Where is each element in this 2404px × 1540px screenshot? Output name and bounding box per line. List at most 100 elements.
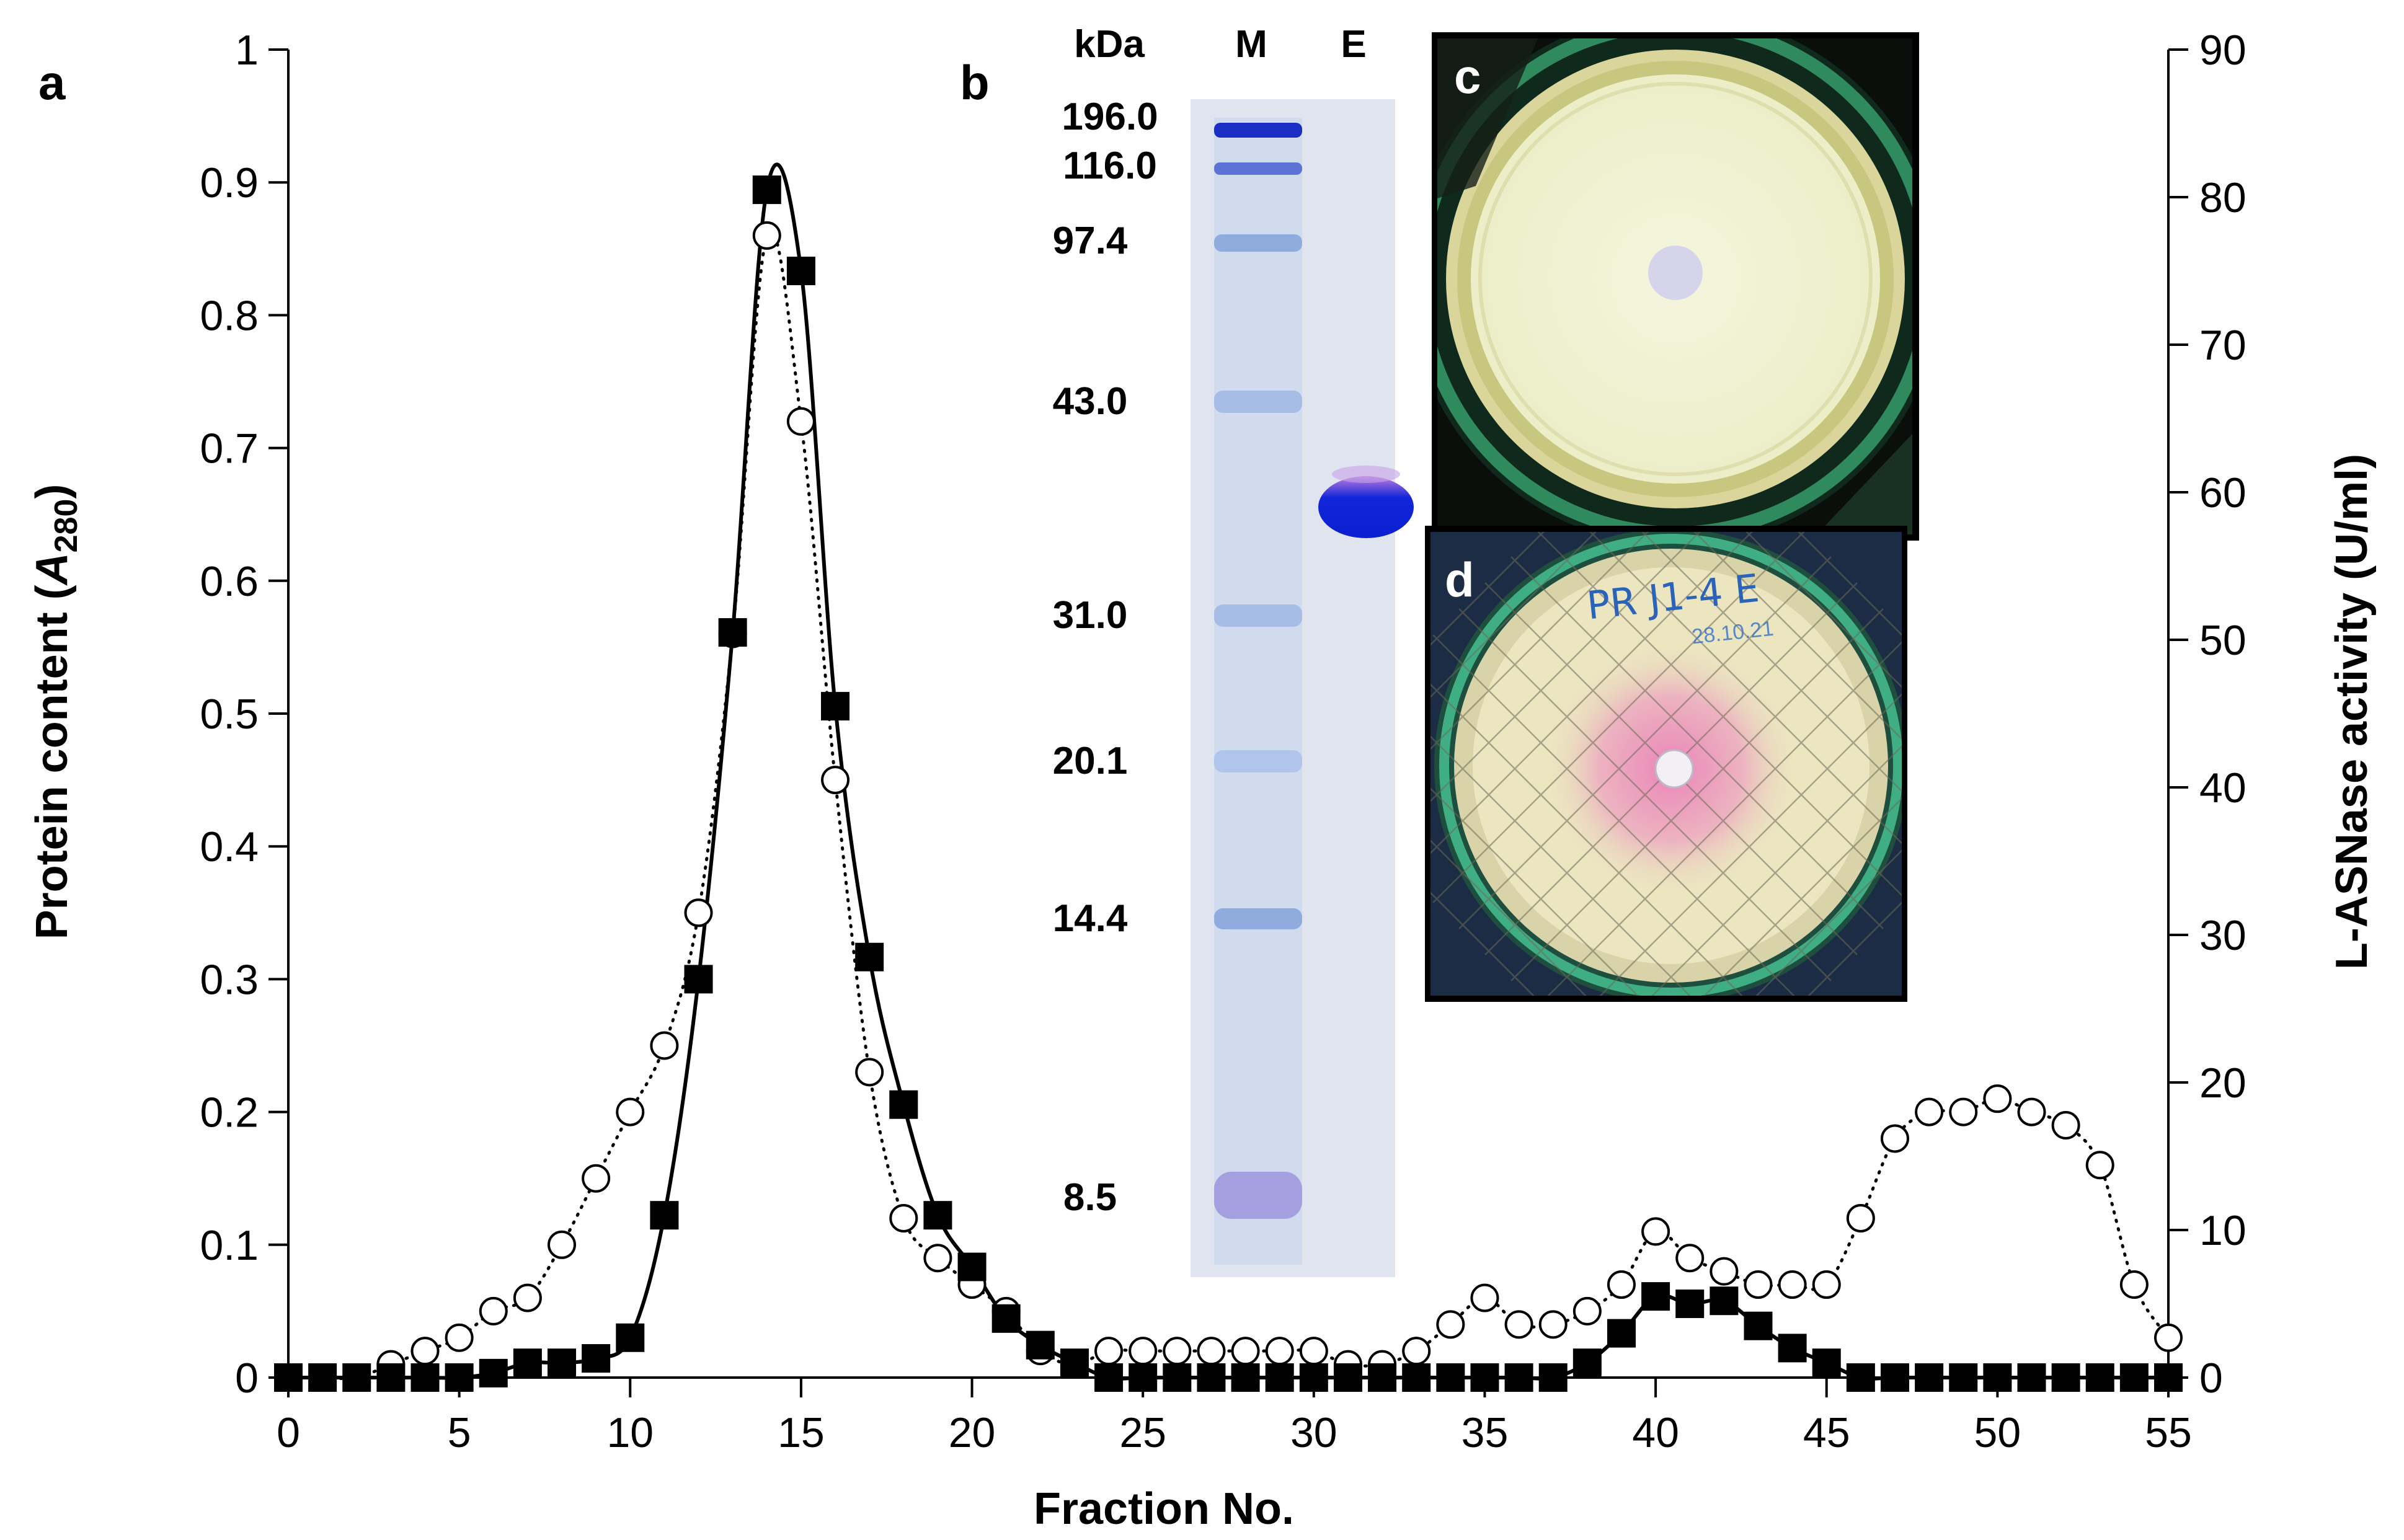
gel-panel-b: b kDa M E 196.0 116.0 97.4 43.0 31.0 20.… (960, 23, 1414, 1277)
right-tick-label: 70 (2199, 322, 2247, 369)
protein-point (1607, 1270, 1636, 1299)
marker-band-8 (1214, 1172, 1302, 1219)
marker-label-43: 43.0 (1053, 380, 1128, 423)
activity-point (1983, 1363, 2012, 1392)
protein-point (1983, 1084, 2012, 1113)
protein-point (1710, 1257, 1739, 1286)
y2-axis-title: L-ASNase activity (U/ml) (2327, 454, 2377, 970)
activity-point (1470, 1363, 1499, 1392)
bottom-tick-label: 15 (778, 1409, 825, 1456)
activity-point (923, 1201, 952, 1230)
activity-point (718, 618, 747, 647)
activity-point (889, 1090, 918, 1119)
protein-point (752, 221, 781, 250)
bottom-tick-label: 30 (1290, 1409, 1337, 1456)
left-tick-label: 0.2 (200, 1089, 259, 1136)
protein-point (1812, 1270, 1841, 1299)
activity-point (1265, 1363, 1294, 1392)
right-tick-label: 40 (2199, 764, 2247, 812)
activity-point (1675, 1290, 1705, 1318)
activity-point (1949, 1363, 1978, 1392)
right-tick-label: 60 (2199, 469, 2247, 516)
activity-point (1026, 1330, 1055, 1360)
marker-band-97 (1214, 234, 1302, 252)
bottom-tick-label: 20 (949, 1409, 996, 1456)
bottom-tick-label: 55 (2145, 1409, 2192, 1456)
activity-point (1060, 1348, 1089, 1378)
activity-point (1163, 1363, 1192, 1392)
protein-point (1299, 1337, 1328, 1366)
protein-point (1402, 1337, 1431, 1366)
marker-band-196 (1214, 123, 1302, 138)
activity-point (342, 1363, 371, 1392)
protein-point (1231, 1337, 1260, 1366)
panel-label-a: a (38, 55, 66, 110)
left-tick-label: 0.7 (200, 425, 259, 472)
marker-label-31: 31.0 (1053, 594, 1128, 637)
series-markers (274, 175, 2183, 1392)
left-tick-label: 0.8 (200, 292, 259, 339)
bottom-tick-label: 5 (448, 1409, 471, 1456)
activity-point (1846, 1363, 1875, 1392)
protein-point (2119, 1270, 2149, 1299)
activity-point (2051, 1363, 2080, 1392)
left-tick-label: 0.4 (200, 823, 259, 870)
protein-point (1675, 1244, 1705, 1273)
protein-point (889, 1203, 918, 1232)
protein-point (548, 1230, 577, 1259)
marker-band-43 (1214, 391, 1302, 413)
left-tick-label: 0.9 (200, 159, 259, 206)
activity-point (821, 692, 850, 721)
activity-point (308, 1363, 337, 1392)
activity-point (2119, 1363, 2149, 1392)
protein-point (1846, 1203, 1875, 1232)
activity-point (1641, 1282, 1670, 1311)
protein-point (1504, 1310, 1533, 1339)
marker-label-20: 20.1 (1053, 740, 1128, 782)
activity-point (1333, 1363, 1362, 1392)
left-tick-label: 1 (235, 27, 259, 74)
protein-point (1470, 1283, 1499, 1312)
activity-point (1094, 1363, 1124, 1392)
activity-point (582, 1344, 611, 1373)
plate-photo-c: c (1432, 32, 1919, 541)
activity-point (1402, 1363, 1431, 1392)
protein-point (513, 1283, 542, 1312)
protein-point (684, 898, 713, 927)
right-tick-label: 30 (2199, 912, 2247, 959)
activity-point (957, 1252, 987, 1281)
right-tick-label: 20 (2199, 1060, 2247, 1107)
activity-point (786, 257, 815, 285)
right-tick-label: 50 (2199, 617, 2247, 664)
right-axis-ticks: 0 10 20 30 40 50 60 70 80 90 (2168, 27, 2247, 1402)
activity-point (479, 1358, 508, 1387)
activity-point (1436, 1363, 1465, 1392)
bottom-axis-ticks: 0 5 10 15 20 25 30 35 40 45 50 55 (277, 1378, 2192, 1456)
activity-point (1129, 1363, 1158, 1392)
left-tick-label: 0.6 (200, 558, 259, 605)
protein-point (1572, 1296, 1602, 1325)
activity-point (1744, 1311, 1773, 1340)
gel-lane-label-e: E (1341, 23, 1366, 66)
protein-point (855, 1058, 884, 1087)
marker-band-14 (1214, 908, 1302, 929)
protein-point (2051, 1111, 2080, 1140)
activity-point (1812, 1348, 1841, 1378)
enzyme-band (1318, 476, 1414, 538)
y-axis-title: Protein content (A280) (27, 484, 84, 940)
bottom-tick-label: 50 (1974, 1409, 2021, 1456)
bottom-tick-label: 25 (1119, 1409, 1166, 1456)
activity-point (1778, 1334, 1807, 1363)
protein-point (1880, 1124, 1909, 1153)
protein-point (1949, 1097, 1978, 1126)
chart-a: 0 0.1 0.2 0.3 0.4 0.5 0.6 0.7 0.8 0.9 1 0 10 20 30 40 5… (27, 27, 2377, 1534)
activity-point (2154, 1363, 2183, 1392)
protein-point (2154, 1323, 2183, 1352)
protein-point (479, 1296, 508, 1325)
activity-point (1710, 1286, 1739, 1316)
left-tick-label: 0 (235, 1355, 259, 1402)
marker-band-20 (1214, 750, 1302, 772)
bottom-tick-label: 40 (1632, 1409, 1679, 1456)
protein-point (1538, 1310, 1568, 1339)
